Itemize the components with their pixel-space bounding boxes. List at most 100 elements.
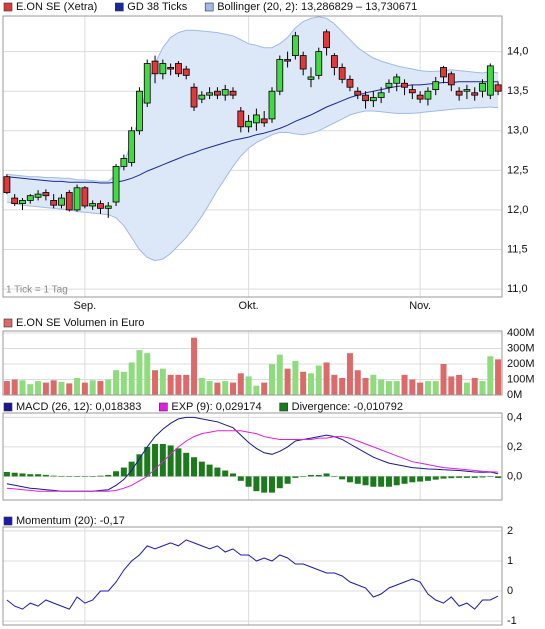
volume-bar [167,374,174,395]
volume-bar [456,374,463,395]
y-tick-label: 11,0 [507,283,528,295]
volume-bar [11,379,18,395]
legend-marker [3,2,13,12]
volume-bar [66,383,73,395]
y-tick-label: 0,2 [507,441,522,453]
candle-body [486,65,494,96]
legend-label: EXP (9): 0,029174 [171,401,261,413]
volume-bar [230,382,237,395]
volume-bar [276,354,283,395]
candle-body [112,165,120,203]
candle-body [58,197,65,206]
candle-body [346,78,354,88]
divergence-bar [113,471,120,477]
volume-bar [183,374,190,395]
candle-body [447,73,455,86]
candle-body [159,63,167,75]
candle-body [323,31,330,49]
candle-body [3,176,11,193]
indicator-line [6,539,499,610]
candle-body [416,94,424,100]
divergence-bar [42,474,49,477]
legend-marker [3,402,13,412]
y-tick-label: 12,0 [507,204,528,216]
y-tick-label: 100M [507,373,535,385]
divergence-bar [27,474,34,477]
divergence-bar [417,476,424,482]
candle-body [307,76,315,80]
candle-body [401,82,408,88]
candle-body [89,203,97,207]
candle-body [377,92,385,98]
volume-bar [331,374,338,395]
volume-bar [440,364,447,395]
divergence-bar [19,473,26,477]
volume-bar [81,382,88,395]
y-tick-label: 300M [507,342,535,354]
y-tick-label: 12,5 [507,164,528,176]
divergence-bar [284,476,291,484]
divergence-bar [3,471,10,477]
divergence-bar [346,476,353,483]
volume-bar [479,381,486,395]
volume-bar [409,379,416,395]
candle-body [479,82,486,92]
volume-bar [214,382,221,395]
divergence-bar [128,461,135,477]
candle-body [284,59,291,62]
candle-body [206,92,214,96]
y-tick-label: 1 [507,555,513,567]
candle-body [299,55,307,70]
volume-bar [424,381,431,395]
candle-body [424,90,432,100]
bollinger-band [6,16,499,261]
divergence-bar [253,476,260,492]
volume-bar [339,377,346,395]
candle-body [120,158,128,167]
candle-body [494,84,502,92]
divergence-bar [11,472,18,477]
candle-body [291,35,299,56]
candle-body [182,68,190,76]
candle-body [432,81,440,91]
volume-bar [292,360,299,395]
divergence-bar [120,467,127,477]
divergence-bar [175,448,182,477]
moving-average [6,81,499,184]
volume-bar [307,373,314,395]
divergence-bar [183,452,190,477]
divergence-bar [393,476,400,486]
volume-bar [261,382,268,395]
candle-body [362,94,369,102]
candle-body [221,89,229,96]
volume-bar [463,382,470,395]
y-tick-label: 0M [507,389,522,401]
bollinger-lower [6,106,499,262]
volume-bar [120,371,127,395]
candle-body [237,110,245,128]
volume-bar [198,377,205,395]
volume-bar [393,381,400,395]
candle-body [50,200,58,206]
candle-body [268,90,276,120]
candle-body [245,120,253,128]
divergence-bar [230,473,237,477]
volume-bar [191,337,198,395]
candle-body [338,67,346,80]
legend-marker [3,516,13,526]
legend-label: E.ON SE Volumen in Euro [16,317,144,329]
panel-border [2,412,503,501]
candle-body [385,82,393,88]
volume-bar [370,374,377,395]
volume-bar [245,376,252,395]
divergence-bar [424,476,431,481]
divergence-bar [74,476,81,477]
candle-body [440,67,447,78]
volume-bar [89,380,96,395]
volume-bar [253,385,260,395]
candle-body [229,90,237,96]
candle-body [463,89,471,92]
divergence-bar [370,476,377,487]
divergence-bar [191,457,198,477]
volume-bar [136,350,143,395]
